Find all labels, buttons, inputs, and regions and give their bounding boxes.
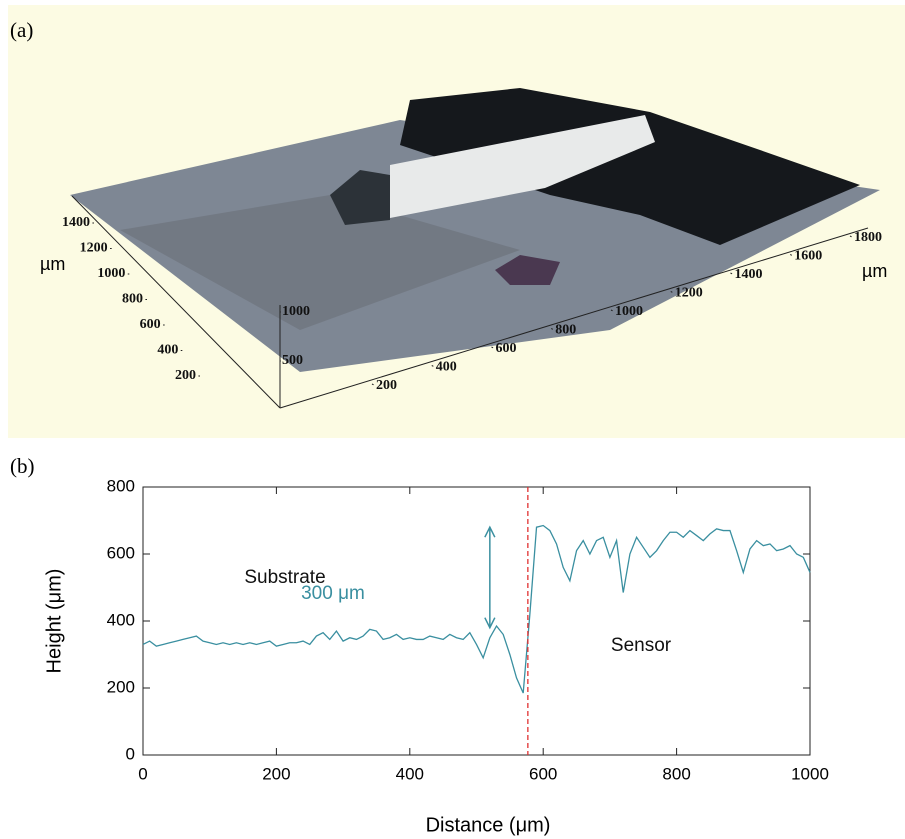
axis-title: µm [862,261,887,281]
tick-mark [371,383,374,386]
annotation: Substrate [244,567,325,588]
y-tick-label: 200 [107,677,135,696]
tick-label: 1800 [854,230,882,245]
surface-panel: (a) µm µm 200 400 600 800 1000 1200 1400 1600 18… [8,5,905,438]
x-tick-label: 200 [262,764,290,783]
tick-mark [670,291,673,293]
tick-mark [551,328,554,330]
y-tick-label: 800 [107,476,135,495]
annotation: 300 μm [301,583,365,604]
bump [495,255,560,285]
tick-mark [431,365,434,367]
axis-title: Height (μm) [43,569,65,674]
tick-mark [730,272,733,275]
x-tick-label: 800 [662,764,690,783]
y-tick-label: 600 [107,543,135,562]
tick-label: 1400 [62,215,90,230]
plot-frame [142,486,811,756]
panel-label: (a) [10,18,33,42]
pit [330,170,390,225]
tick-label: 1000 [97,266,125,281]
x-tick-label: 400 [396,764,424,783]
tick-label: 1200 [675,286,703,301]
tick-label: 800 [122,292,143,307]
tick-label: 200 [175,368,196,383]
tick-label: 600 [140,317,161,332]
tick-label: 400 [157,343,178,358]
axis-title: µm [40,254,65,274]
tick-label: 800 [555,323,576,338]
tick-label: 200 [376,378,397,393]
tick-label: 1400 [735,267,763,282]
tick-mark [610,309,613,312]
arrow-head [484,617,496,630]
tick-label: 400 [436,360,457,375]
x-tick-label: 0 [138,764,147,783]
surface-shade [120,195,520,330]
x-tick-label: 1000 [791,764,829,783]
axis-title: Distance (μm) [426,814,551,836]
panel-label: (b) [10,454,35,478]
x-tick-label: 600 [529,764,557,783]
axis-line [279,227,869,409]
line-panel: (b) Distance (μm) Height (μm) 0 200 400 600… [10,454,829,836]
y-tick-label: 400 [107,610,135,629]
ridge [400,88,860,245]
tick-label: 1200 [80,241,108,256]
axis-line [71,195,281,409]
tick-label: 1000 [282,304,310,319]
tick-mark [790,254,793,256]
tick-label: 1000 [615,304,643,319]
tick-label: 500 [282,353,303,368]
tick-mark [849,235,852,238]
cut-plane [390,115,655,218]
annotation: Sensor [611,635,672,656]
tick-label: 600 [496,341,517,356]
y-tick-label: 0 [126,744,135,763]
tick-label: 1600 [794,249,822,264]
arrow-head [484,525,496,538]
line [142,524,811,694]
tick-mark [491,346,494,349]
